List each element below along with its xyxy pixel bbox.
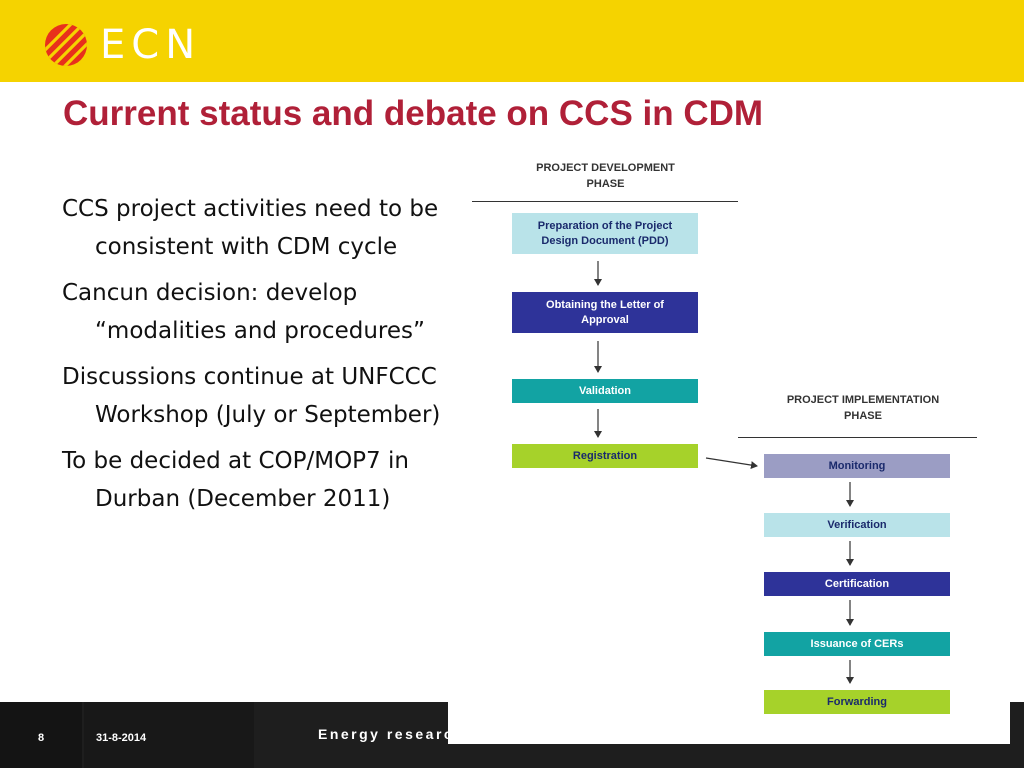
arrow-registration-to-monitoring <box>705 457 758 470</box>
bullet-item: Discussions continue at UNFCCC Workshop … <box>62 364 441 428</box>
step-letter-of-approval-line1: Obtaining the Letter of <box>546 298 664 311</box>
bullet-list: CCS project activities need to be consis… <box>62 190 452 526</box>
implementation-phase-label-line2: PHASE <box>844 410 882 422</box>
development-phase-label-line2: PHASE <box>586 178 625 190</box>
footer-tagline: Energy researc <box>318 726 455 742</box>
step-monitoring-label: Monitoring <box>828 459 886 472</box>
step-verification-label: Verification <box>827 518 887 531</box>
step-pdd-preparation: Preparation of the Project Design Docume… <box>512 213 698 254</box>
ecn-logo: ECN <box>38 20 201 70</box>
implementation-phase-label: PROJECT IMPLEMENTATION PHASE <box>758 392 968 424</box>
header-bar: ECN <box>0 0 1024 82</box>
cdm-cycle-diagram: PROJECT DEVELOPMENT PHASE Preparation of… <box>448 150 1010 744</box>
development-phase-label: PROJECT DEVELOPMENT PHASE <box>498 160 713 192</box>
step-letter-of-approval: Obtaining the Letter of Approval <box>512 292 698 333</box>
slide-title: Current status and debate on CCS in CDM <box>63 94 764 133</box>
step-monitoring: Monitoring <box>764 454 950 478</box>
page-number: 8 <box>0 702 82 768</box>
development-phase-label-line1: PROJECT DEVELOPMENT <box>536 162 675 174</box>
step-certification: Certification <box>764 572 950 596</box>
step-registration: Registration <box>512 444 698 468</box>
step-validation: Validation <box>512 379 698 403</box>
step-forwarding-label: Forwarding <box>827 695 887 708</box>
bullet-item: CCS project activities need to be consis… <box>62 196 439 260</box>
step-certification-label: Certification <box>824 577 890 590</box>
footer-date: 31-8-2014 <box>84 702 254 768</box>
bullet-item: To be decided at COP/MOP7 in Durban (Dec… <box>62 448 409 512</box>
development-phase-divider <box>472 201 738 202</box>
step-letter-of-approval-line2: Approval <box>581 313 629 326</box>
step-issuance-of-cers-label: Issuance of CERs <box>810 637 904 650</box>
step-issuance-of-cers: Issuance of CERs <box>764 632 950 656</box>
step-forwarding: Forwarding <box>764 690 950 714</box>
step-registration-label: Registration <box>572 449 638 462</box>
step-verification: Verification <box>764 513 950 537</box>
logo-text: ECN <box>100 22 202 68</box>
implementation-phase-label-line1: PROJECT IMPLEMENTATION <box>786 394 940 406</box>
ecn-logo-mark-icon <box>45 24 87 66</box>
bullet-item: Cancun decision: develop “modalities and… <box>62 280 425 344</box>
step-pdd-preparation-line2: Design Document (PDD) <box>541 234 669 247</box>
step-validation-label: Validation <box>579 384 631 397</box>
step-pdd-preparation-line1: Preparation of the Project <box>537 219 673 232</box>
implementation-phase-divider <box>738 437 977 438</box>
flow-arrows <box>594 261 854 684</box>
